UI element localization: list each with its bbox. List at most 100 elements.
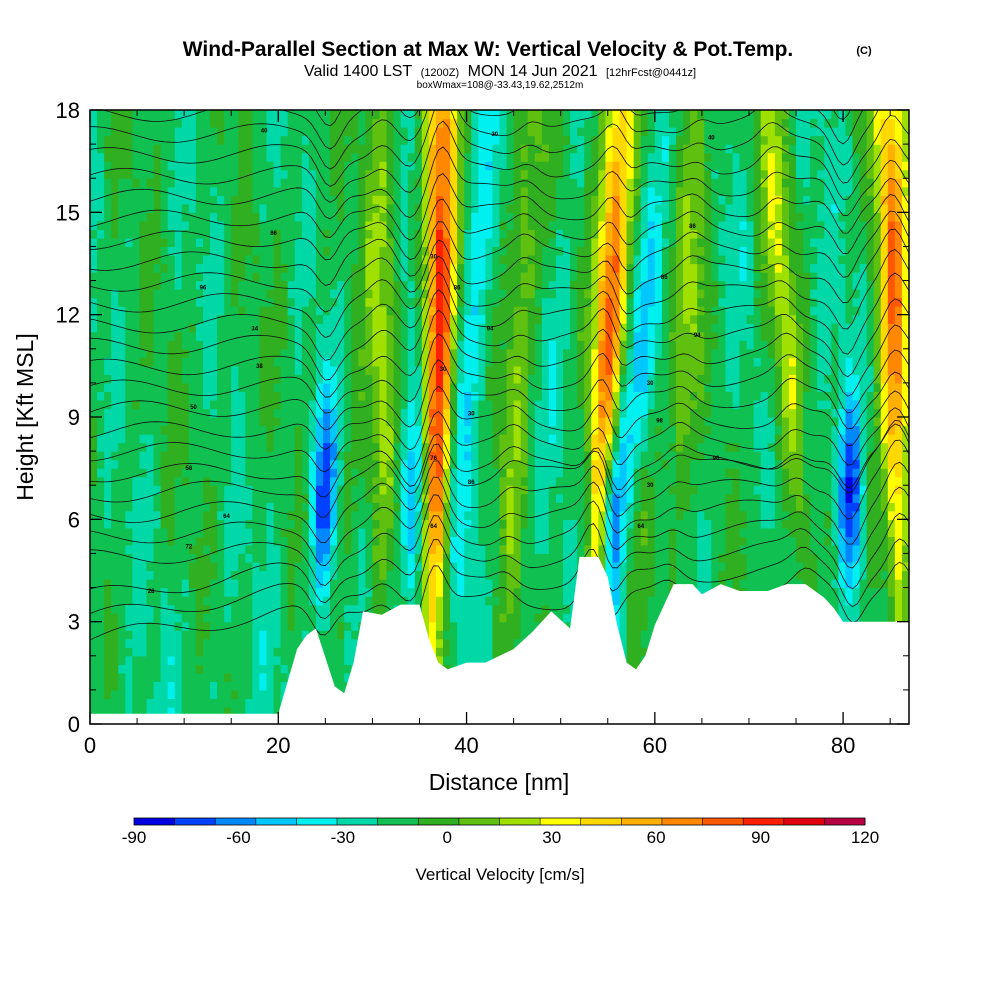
velocity-cell xyxy=(181,451,190,461)
velocity-cell xyxy=(153,536,162,546)
velocity-cell xyxy=(400,127,409,137)
velocity-cell xyxy=(471,254,479,265)
velocity-cell xyxy=(400,425,409,435)
velocity-cell xyxy=(499,502,508,512)
velocity-cell xyxy=(506,280,515,290)
velocity-cell xyxy=(421,169,430,179)
velocity-cell xyxy=(217,544,225,555)
velocity-cell xyxy=(146,442,155,452)
velocity-cell xyxy=(499,647,508,657)
velocity-cell xyxy=(308,229,317,239)
velocity-cell xyxy=(322,178,331,188)
velocity-cell xyxy=(464,544,472,555)
velocity-cell xyxy=(379,169,388,179)
velocity-cell xyxy=(294,587,303,597)
velocity-cell xyxy=(414,144,423,154)
velocity-cell xyxy=(224,630,232,640)
velocity-cell xyxy=(372,357,381,367)
velocity-cell xyxy=(238,391,246,401)
velocity-cell xyxy=(548,476,557,486)
velocity-cell xyxy=(245,417,253,427)
velocity-cell xyxy=(457,220,465,230)
velocity-cell xyxy=(111,357,119,367)
velocity-cell xyxy=(97,417,105,427)
velocity-cell xyxy=(520,399,529,410)
velocity-cell xyxy=(386,527,395,537)
velocity-cell xyxy=(294,519,303,529)
velocity-cell xyxy=(217,570,225,580)
velocity-cell xyxy=(520,587,529,597)
velocity-cell xyxy=(499,280,508,290)
velocity-cell xyxy=(541,553,550,563)
velocity-cell xyxy=(118,382,126,393)
velocity-cell xyxy=(167,613,176,623)
velocity-cell xyxy=(379,229,388,239)
velocity-cell xyxy=(167,519,176,529)
velocity-cell xyxy=(202,502,211,512)
velocity-cell xyxy=(259,417,268,427)
velocity-cell xyxy=(400,203,409,213)
velocity-cell xyxy=(563,280,571,290)
velocity-cell xyxy=(301,434,310,444)
velocity-cell xyxy=(153,169,162,179)
velocity-cell xyxy=(118,263,126,273)
velocity-cell xyxy=(111,706,119,717)
velocity-cell xyxy=(273,118,282,128)
velocity-cell xyxy=(252,408,261,418)
velocity-cell xyxy=(386,254,395,265)
velocity-cell xyxy=(421,195,430,205)
velocity-cell xyxy=(464,135,472,145)
velocity-cell xyxy=(506,604,515,614)
velocity-cell xyxy=(471,468,479,478)
velocity-cell xyxy=(287,331,296,341)
velocity-cell xyxy=(308,127,317,137)
velocity-cell xyxy=(266,698,275,708)
velocity-cell xyxy=(464,417,472,427)
velocity-cell xyxy=(506,382,515,393)
velocity-cell xyxy=(337,391,345,401)
velocity-cell xyxy=(160,280,169,290)
velocity-cell xyxy=(167,596,176,606)
velocity-cell xyxy=(104,237,112,248)
velocity-cell xyxy=(160,570,169,580)
velocity-cell xyxy=(153,485,162,495)
velocity-cell xyxy=(322,220,331,230)
velocity-cell xyxy=(372,246,381,256)
velocity-cell xyxy=(202,323,211,333)
velocity-cell xyxy=(400,246,409,256)
velocity-cell xyxy=(153,655,162,665)
velocity-cell xyxy=(344,382,352,393)
velocity-cell xyxy=(160,229,169,239)
velocity-cell xyxy=(266,425,275,435)
velocity-cell xyxy=(160,468,169,478)
velocity-cell xyxy=(570,178,578,188)
velocity-cell xyxy=(195,399,204,410)
velocity-cell xyxy=(492,417,501,427)
velocity-cell xyxy=(471,425,479,435)
velocity-cell xyxy=(118,357,126,367)
velocity-cell xyxy=(315,272,324,282)
velocity-cell xyxy=(520,630,529,640)
velocity-cell xyxy=(104,485,112,495)
velocity-cell xyxy=(273,476,282,486)
velocity-cell xyxy=(485,280,494,290)
velocity-cell xyxy=(379,289,388,299)
velocity-cell xyxy=(358,604,366,614)
velocity-cell xyxy=(132,186,141,196)
velocity-cell xyxy=(139,280,148,290)
velocity-cell xyxy=(181,340,190,350)
velocity-cell xyxy=(210,613,218,623)
velocity-cell xyxy=(217,621,225,631)
velocity-cell xyxy=(337,382,345,393)
velocity-cell xyxy=(202,297,211,307)
velocity-cell xyxy=(252,220,261,230)
velocity-cell xyxy=(301,485,310,495)
velocity-cell xyxy=(231,246,239,256)
velocity-cell xyxy=(202,399,211,410)
velocity-cell xyxy=(238,681,246,691)
velocity-cell xyxy=(97,314,105,324)
velocity-cell xyxy=(400,323,409,333)
velocity-cell xyxy=(174,331,183,341)
velocity-cell xyxy=(315,459,324,469)
velocity-cell xyxy=(287,237,296,248)
